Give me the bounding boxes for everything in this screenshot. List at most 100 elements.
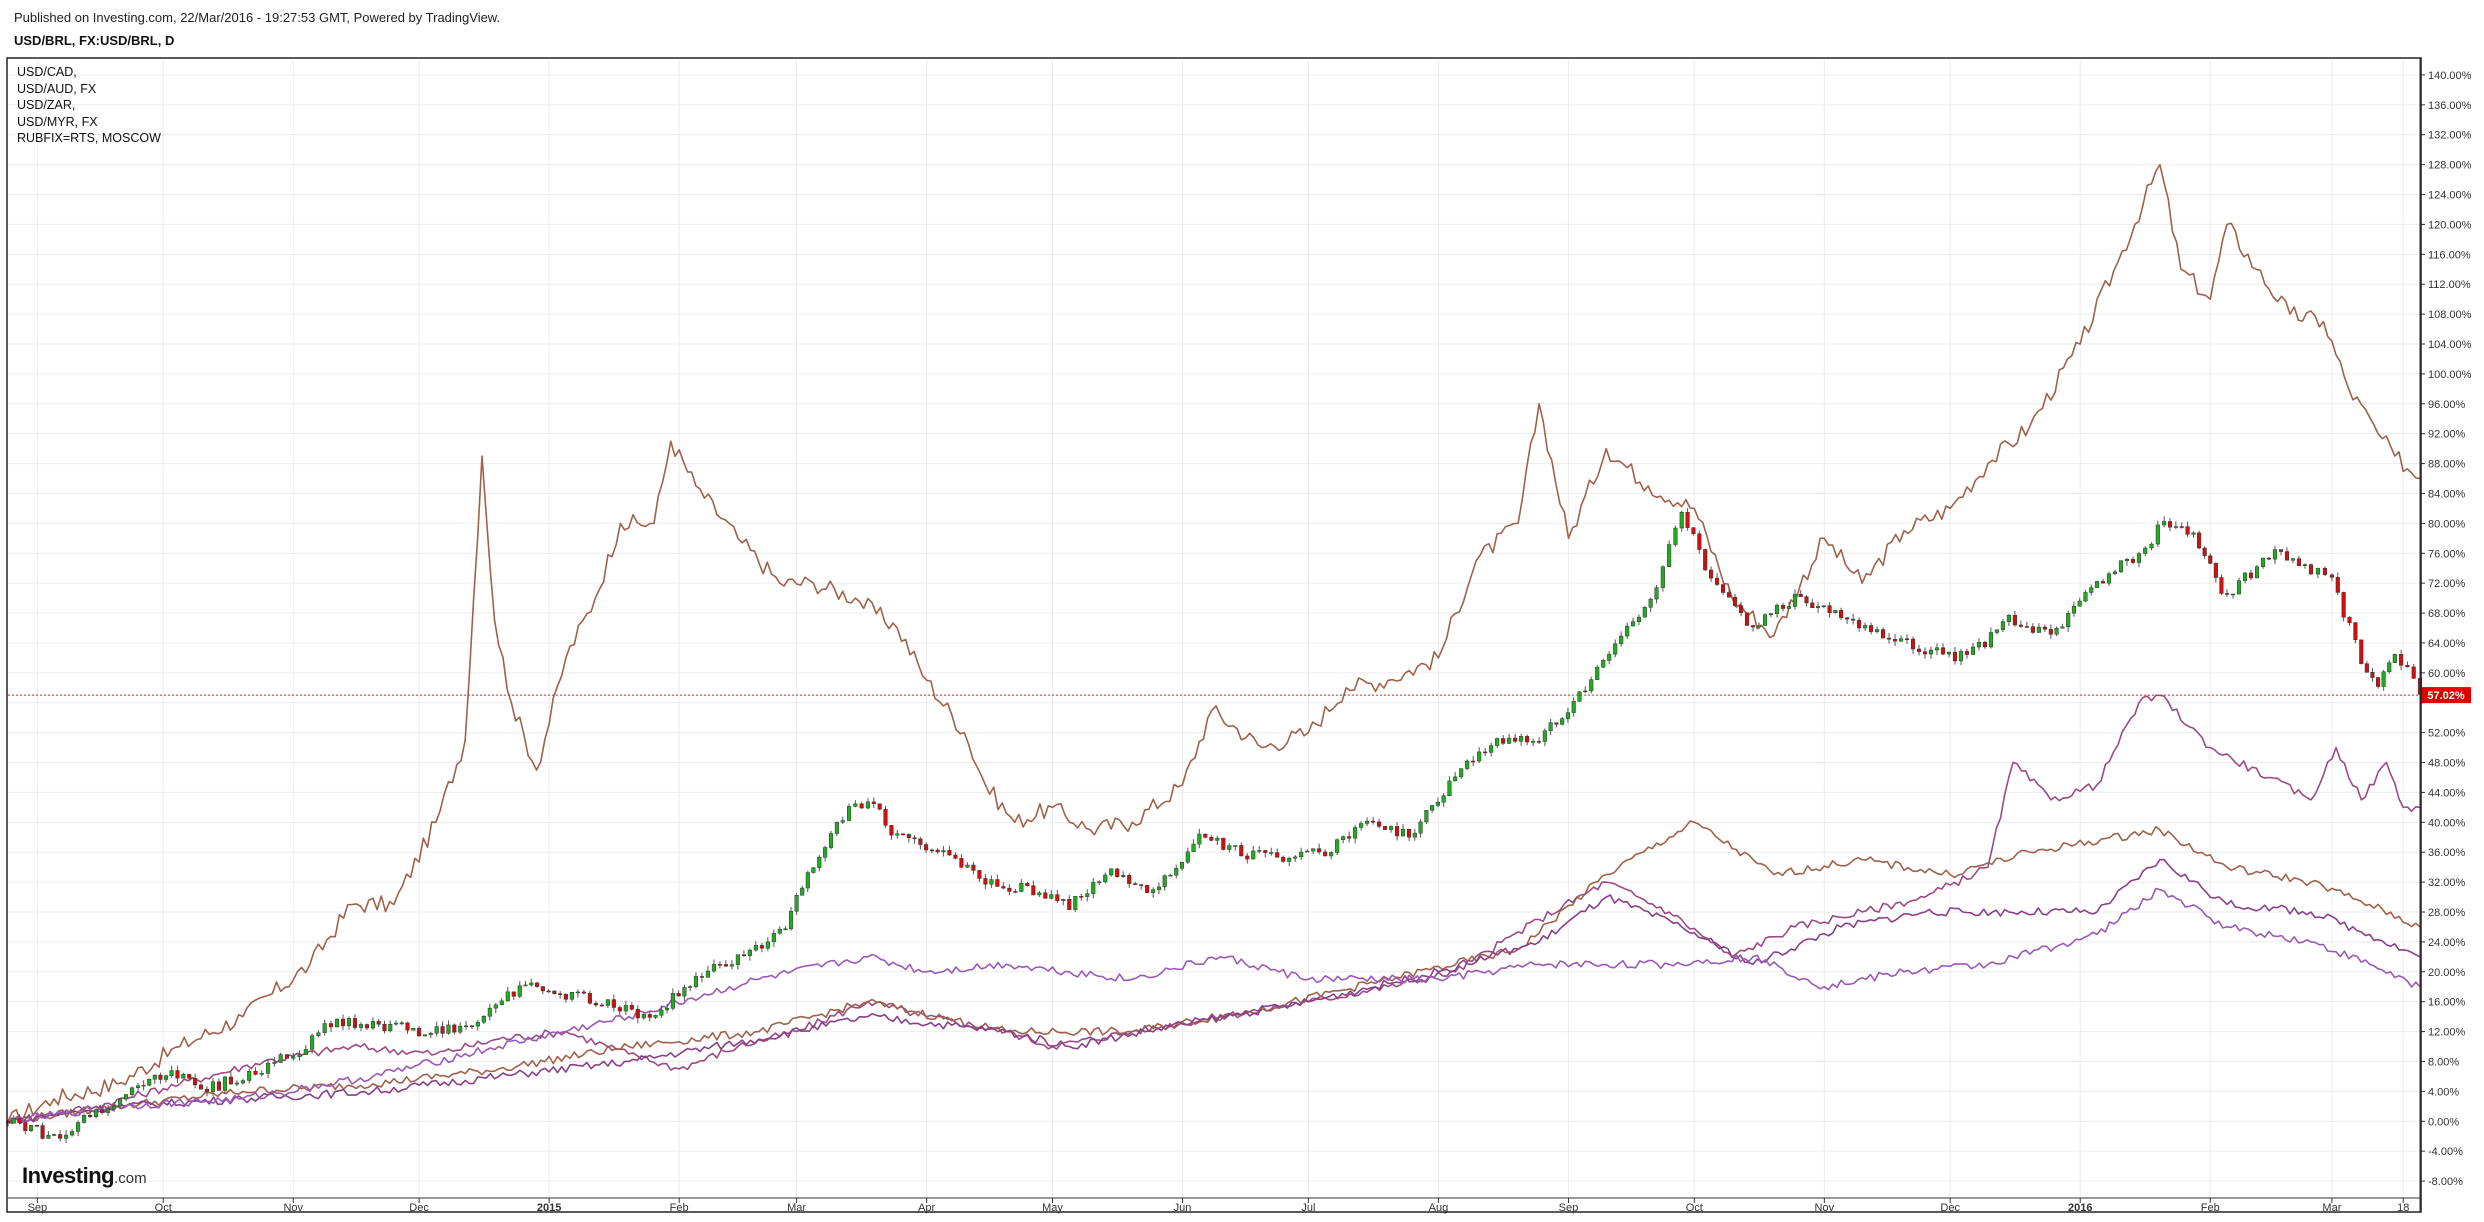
candle (2353, 622, 2358, 641)
candle (1642, 607, 1647, 618)
candle (1738, 605, 1744, 613)
candle (2224, 593, 2230, 595)
candle (575, 991, 580, 994)
candle (1893, 639, 1898, 642)
candle (747, 949, 752, 956)
candle (2077, 600, 2082, 607)
candle (2066, 612, 2071, 628)
candle (2266, 557, 2272, 560)
candle (266, 1062, 271, 1074)
y-tick-label: 36.00% (2428, 847, 2466, 859)
candle (76, 1122, 81, 1132)
last-value-label: 57.02% (2427, 690, 2465, 702)
candle (1904, 638, 1910, 641)
investing-logo[interactable]: Investing.com (22, 1163, 147, 1189)
candle (1531, 741, 1536, 743)
y-tick-label: 72.00% (2428, 578, 2466, 590)
candle (623, 1005, 628, 1012)
candle (1483, 751, 1488, 754)
candle (1660, 566, 1665, 588)
published-notice: Published on Investing.com, 22/Mar/2016 … (14, 10, 501, 25)
candle (1049, 894, 1054, 899)
candle (889, 825, 894, 836)
candle (1139, 884, 1144, 886)
candle (1810, 602, 1815, 609)
candle (1679, 511, 1684, 529)
candle (659, 1009, 664, 1016)
candle (2272, 549, 2278, 560)
y-tick-label: 92.00% (2428, 429, 2466, 441)
candle (1821, 605, 1826, 607)
axes: -8.00% -4.00% 0.00% 4.00% 8.00% 12.00% 16.00% 2… (8, 58, 2472, 1214)
candle (58, 1134, 63, 1139)
candle (1756, 625, 1762, 628)
candle (1774, 605, 1780, 614)
candle (2242, 572, 2248, 581)
x-tick-label: Apr (918, 1202, 935, 1214)
candle (834, 821, 839, 834)
y-tick-label: 32.00% (2428, 877, 2466, 889)
candle (1025, 883, 1030, 886)
candle (1203, 833, 1208, 838)
candle (635, 1009, 640, 1019)
candle (1703, 549, 1708, 571)
candle (1601, 660, 1606, 668)
y-tick-label: 40.00% (2428, 817, 2466, 829)
candle (1055, 894, 1060, 901)
candle (1127, 875, 1132, 884)
candle (688, 986, 693, 988)
candle (23, 1122, 28, 1131)
candle (1121, 875, 1126, 877)
candle (1827, 605, 1832, 613)
candle (1768, 613, 1774, 616)
candle (947, 850, 952, 856)
y-tick-label: 4.00% (2428, 1086, 2459, 1098)
candle (959, 858, 964, 868)
candle (2381, 671, 2386, 687)
candle (1863, 625, 1868, 629)
candle (823, 847, 828, 858)
candle (2213, 563, 2218, 578)
candle (935, 849, 940, 853)
candle (1299, 851, 1304, 858)
candle (788, 910, 794, 930)
candle (1589, 679, 1594, 692)
candle (106, 1108, 111, 1113)
candle (1424, 810, 1429, 823)
candle (2106, 573, 2112, 584)
legend-item-rubfix: RUBFIX=RTS, MOSCOW (17, 131, 161, 145)
candle (1648, 598, 1653, 608)
x-tick-label: Oct (1686, 1202, 1703, 1214)
y-tick-label: 132.00% (2428, 130, 2472, 142)
candle (569, 992, 574, 1000)
candle (2387, 662, 2392, 673)
candle (2149, 543, 2154, 549)
candle (1269, 852, 1274, 854)
x-tick-label: Feb (670, 1202, 689, 1214)
candle (2290, 558, 2296, 561)
candle (558, 993, 563, 995)
candle (1418, 821, 1423, 834)
candle (1792, 593, 1798, 607)
y-tick-label: 16.00% (2428, 997, 2466, 1009)
candle (278, 1054, 283, 1063)
x-tick-label: Feb (2201, 1202, 2220, 1214)
candle (393, 1022, 399, 1025)
candle (175, 1070, 180, 1079)
candle (647, 1014, 652, 1018)
candle (1097, 881, 1102, 884)
candle (1073, 896, 1078, 910)
candle (2030, 626, 2035, 633)
candle (1407, 828, 1412, 838)
y-tick-label: 112.00% (2428, 279, 2471, 291)
candle (2284, 551, 2290, 561)
candle (1293, 856, 1298, 859)
candle (1964, 651, 1970, 655)
candle (1625, 625, 1630, 637)
y-tick-label: 100.00% (2428, 369, 2472, 381)
candle (352, 1018, 358, 1028)
candle (1115, 868, 1120, 877)
candle (1560, 718, 1565, 725)
candle (729, 964, 734, 967)
